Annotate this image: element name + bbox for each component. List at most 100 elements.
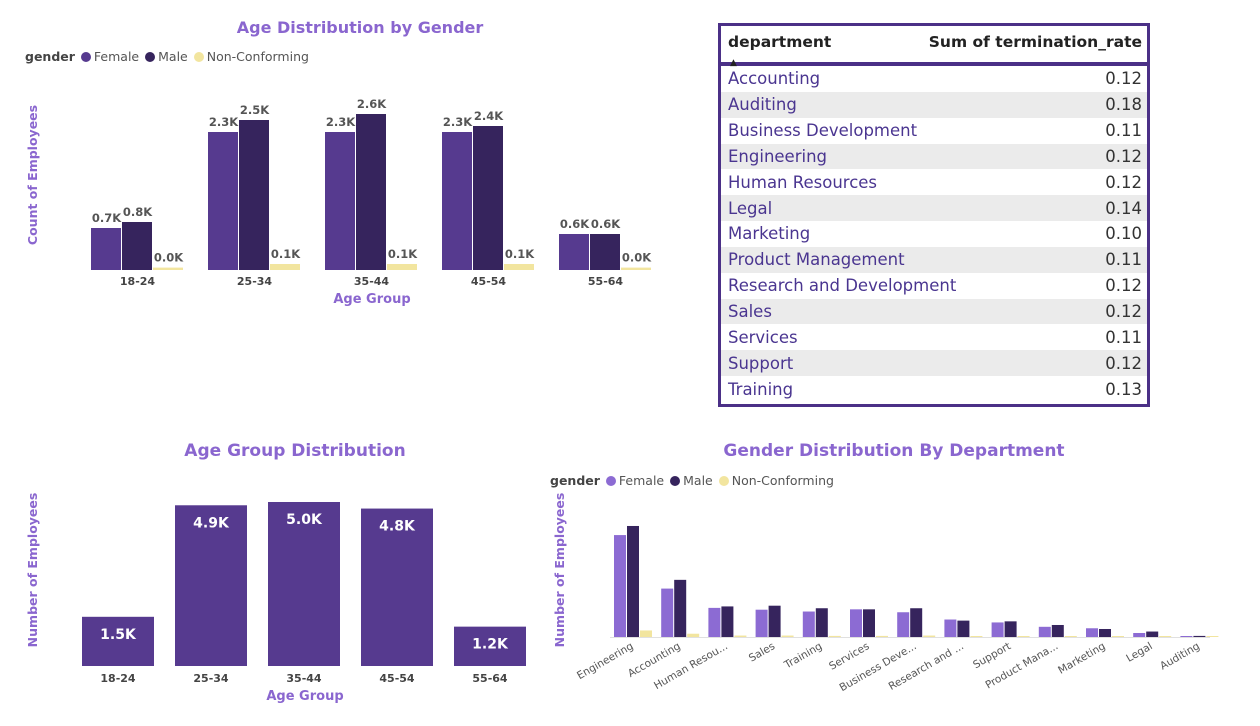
x-axis-label: Age Group <box>333 292 410 307</box>
legend-item-female[interactable]: Female <box>605 473 664 488</box>
bar-male-Engineering[interactable] <box>627 525 639 637</box>
y-axis-label: Number of Employees <box>25 493 40 648</box>
bar-non-conforming-Legal[interactable] <box>1159 636 1172 637</box>
bar-female-Human Resou...[interactable] <box>708 607 721 637</box>
bar-female-Marketing[interactable] <box>1086 628 1098 637</box>
bar-female-Sales[interactable] <box>755 609 768 637</box>
column-header-department[interactable]: department <box>728 33 832 51</box>
male-dot-icon <box>145 51 156 62</box>
bar-non-conforming-25-34[interactable] <box>270 264 300 270</box>
table-row[interactable]: Accounting 0.12 <box>721 66 1147 92</box>
bar-non-conforming-Marketing[interactable] <box>1112 636 1124 637</box>
bar-female-Legal[interactable] <box>1133 632 1146 637</box>
bar-male-Legal[interactable] <box>1146 631 1159 637</box>
legend-item-female[interactable]: Female <box>80 49 139 64</box>
department-cell: Legal <box>728 198 773 218</box>
male-dot-icon <box>670 475 681 486</box>
bar-non-conforming-45-54[interactable] <box>504 264 534 270</box>
bar-non-conforming-35-44[interactable] <box>387 264 417 270</box>
termination-rate-cell: 0.18 <box>1105 95 1142 115</box>
data-label: 4.8K <box>379 519 416 535</box>
table-row[interactable]: Legal 0.14 <box>721 195 1147 222</box>
table-row[interactable]: Sales 0.12 <box>721 298 1147 325</box>
bar-female-Business Deve...[interactable] <box>897 612 910 637</box>
bar-non-conforming-18-24[interactable] <box>153 267 183 270</box>
bar-female-45-54[interactable] <box>442 132 472 270</box>
department-cell: Services <box>728 327 798 347</box>
bar-male-Support[interactable] <box>1004 621 1017 637</box>
bar-non-conforming-Accounting[interactable] <box>687 633 700 637</box>
bar-female-Training[interactable] <box>802 611 815 637</box>
bar-45-54[interactable] <box>361 508 433 666</box>
bar-55-64[interactable] <box>454 626 526 666</box>
table-row[interactable]: Support 0.12 <box>721 350 1147 377</box>
x-tick-label: Marketing <box>1056 640 1107 677</box>
legend-item-nonconforming[interactable]: Non-Conforming <box>718 473 834 488</box>
bar-male-Human Resou...[interactable] <box>721 606 734 637</box>
bar-female-25-34[interactable] <box>208 132 238 270</box>
data-label: 0.6K <box>560 217 590 231</box>
bar-male-Training[interactable] <box>815 608 828 637</box>
table-row[interactable]: Services 0.11 <box>721 324 1147 350</box>
bar-non-conforming-Human Resou...[interactable] <box>734 635 747 637</box>
column-header-termination-rate[interactable]: Sum of termination_rate <box>928 33 1142 51</box>
table-row[interactable]: Auditing 0.18 <box>721 91 1147 118</box>
table-row[interactable]: Product Management 0.11 <box>721 246 1147 273</box>
bar-female-Auditing[interactable] <box>1180 636 1193 637</box>
bar-non-conforming-Support[interactable] <box>1017 636 1030 637</box>
bar-25-34[interactable] <box>175 505 247 666</box>
bar-male-Marketing[interactable] <box>1099 628 1111 637</box>
bar-male-18-24[interactable] <box>122 222 152 270</box>
bar-male-Accounting[interactable] <box>674 579 687 637</box>
bar-non-conforming-Product Mana...[interactable] <box>1064 636 1077 637</box>
bar-female-Accounting[interactable] <box>661 588 674 637</box>
bar-non-conforming-Auditing[interactable] <box>1206 636 1219 637</box>
bar-female-Support[interactable] <box>991 622 1004 637</box>
bar-non-conforming-Services[interactable] <box>876 635 888 637</box>
table-header: department Sum of termination_rate ▲ <box>721 26 1147 68</box>
bar-35-44[interactable] <box>268 502 340 666</box>
bar-male-45-54[interactable] <box>473 126 503 270</box>
bar-female-18-24[interactable] <box>91 228 121 270</box>
bar-non-conforming-Business Deve...[interactable] <box>923 635 936 637</box>
bar-18-24[interactable] <box>82 616 154 666</box>
chart4-legend-title: gender <box>550 473 600 488</box>
table-row[interactable]: Human Resources 0.12 <box>721 169 1147 195</box>
bar-non-conforming-Research and ...[interactable] <box>970 636 983 637</box>
bar-male-25-34[interactable] <box>239 120 269 270</box>
termination-rate-cell: 0.11 <box>1105 327 1142 347</box>
bar-female-Services[interactable] <box>850 609 862 637</box>
x-tick-label: 25-34 <box>193 672 229 685</box>
table-row[interactable]: Business Development 0.11 <box>721 118 1147 144</box>
x-tick-label: Training <box>782 640 825 672</box>
bar-male-Services[interactable] <box>863 609 875 637</box>
bar-female-Engineering[interactable] <box>614 535 626 637</box>
bar-male-35-44[interactable] <box>356 114 386 270</box>
legend-item-male[interactable]: Male <box>145 49 188 64</box>
bar-male-55-64[interactable] <box>590 234 620 270</box>
bar-male-Product Mana...[interactable] <box>1051 624 1064 637</box>
bar-non-conforming-Sales[interactable] <box>781 635 794 637</box>
table-row[interactable]: Marketing 0.10 <box>721 221 1147 247</box>
legend-item-male[interactable]: Male <box>670 473 713 488</box>
termination-rate-cell: 0.11 <box>1105 250 1142 270</box>
bar-non-conforming-Engineering[interactable] <box>640 630 652 637</box>
bar-female-Product Mana...[interactable] <box>1038 626 1051 637</box>
bar-male-Research and ...[interactable] <box>957 620 970 637</box>
bar-male-Business Deve...[interactable] <box>910 608 923 637</box>
bar-male-Sales[interactable] <box>768 605 781 637</box>
table-row[interactable]: Engineering 0.12 <box>721 143 1147 170</box>
table-row[interactable]: Research and Development 0.12 <box>721 273 1147 299</box>
legend-item-nonconforming[interactable]: Non-Conforming <box>193 49 309 64</box>
sort-ascending-icon[interactable]: ▲ <box>730 58 737 68</box>
x-tick-label: 55-64 <box>472 672 508 685</box>
bar-female-Research and ...[interactable] <box>944 619 957 637</box>
bar-non-conforming-55-64[interactable] <box>621 267 651 270</box>
bar-female-35-44[interactable] <box>325 132 355 270</box>
termination-rate-cell: 0.12 <box>1105 172 1142 192</box>
bar-male-Auditing[interactable] <box>1193 635 1206 637</box>
bar-non-conforming-Training[interactable] <box>828 635 841 637</box>
table-row[interactable]: Training 0.13 <box>721 376 1147 402</box>
bar-female-55-64[interactable] <box>559 234 589 270</box>
